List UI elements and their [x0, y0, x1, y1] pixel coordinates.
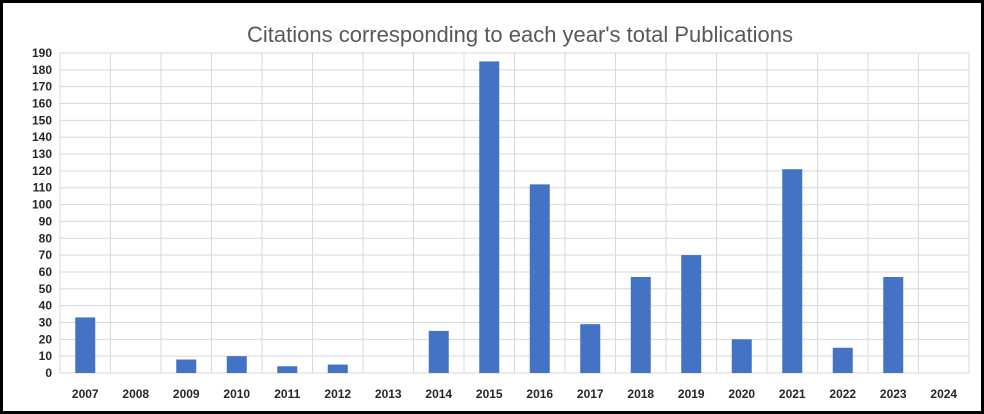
y-tick-label: 10 — [39, 349, 53, 363]
y-tick-label: 150 — [32, 113, 52, 127]
bar-2020 — [731, 339, 752, 373]
bar-2021 — [782, 169, 803, 373]
bars — [75, 61, 904, 373]
bar-2017 — [580, 324, 601, 373]
x-axis: 2007 2008 2009 2010 2011 2012 2013 2014 2015 2016… — [72, 387, 958, 401]
x-tick-label: 2008 — [122, 387, 149, 401]
bar-2019 — [681, 255, 702, 373]
y-tick-label: 120 — [32, 164, 52, 178]
y-tick-label: 110 — [33, 181, 53, 195]
x-tick-label: 2013 — [375, 387, 402, 401]
y-tick-label: 180 — [32, 63, 52, 77]
y-axis: 0 10 20 30 40 50 60 70 80 90 100 110 120 130 140 150 160… — [32, 46, 52, 380]
x-tick-label: 2014 — [425, 387, 452, 401]
y-tick-label: 0 — [45, 366, 52, 380]
x-tick-label: 2011 — [274, 387, 300, 401]
x-tick-label: 2015 — [476, 387, 503, 401]
x-tick-label: 2024 — [930, 387, 957, 401]
bar-2014 — [428, 330, 449, 373]
bar-2022 — [832, 347, 853, 373]
gridlines — [59, 52, 970, 374]
y-tick-label: 70 — [39, 248, 53, 262]
x-tick-label: 2012 — [324, 387, 351, 401]
bar-2011 — [277, 366, 298, 373]
x-tick-label: 2022 — [829, 387, 856, 401]
bar-2012 — [327, 364, 348, 373]
x-tick-label: 2019 — [678, 387, 705, 401]
y-tick-label: 190 — [32, 46, 52, 60]
chart-title: Citations corresponding to each year's t… — [247, 22, 793, 47]
y-tick-label: 100 — [32, 198, 52, 212]
y-tick-label: 30 — [39, 315, 53, 329]
x-tick-label: 2023 — [880, 387, 907, 401]
bar-2010 — [226, 356, 247, 373]
bar-2015 — [479, 61, 500, 373]
y-tick-label: 130 — [32, 147, 52, 161]
y-tick-label: 160 — [32, 97, 52, 111]
x-tick-label: 2017 — [577, 387, 604, 401]
x-tick-label: 2016 — [526, 387, 553, 401]
bar-2009 — [176, 359, 197, 373]
x-tick-label: 2021 — [779, 387, 806, 401]
x-tick-label: 2020 — [728, 387, 755, 401]
y-tick-label: 80 — [39, 231, 53, 245]
x-tick-label: 2018 — [627, 387, 654, 401]
bar-2018 — [630, 277, 651, 373]
y-tick-label: 60 — [39, 265, 53, 279]
y-tick-label: 20 — [39, 332, 53, 346]
y-tick-label: 170 — [32, 80, 52, 94]
bar-2007 — [75, 317, 96, 373]
bar-2023 — [883, 277, 904, 373]
x-tick-label: 2010 — [223, 387, 250, 401]
y-tick-label: 40 — [39, 299, 53, 313]
x-tick-label: 2007 — [72, 387, 99, 401]
y-tick-label: 50 — [39, 282, 53, 296]
x-tick-label: 2009 — [173, 387, 200, 401]
y-tick-label: 140 — [32, 130, 52, 144]
y-tick-label: 90 — [39, 214, 53, 228]
bar-2016 — [529, 184, 550, 373]
